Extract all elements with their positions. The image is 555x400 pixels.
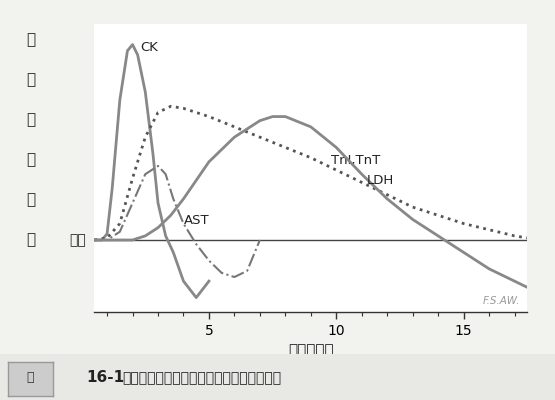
Text: 濃: 濃 — [26, 192, 35, 208]
Text: CK: CK — [140, 41, 158, 54]
Text: AST: AST — [184, 214, 209, 226]
Text: 酵: 酵 — [26, 112, 35, 128]
Text: 清: 清 — [26, 72, 35, 88]
Text: 度: 度 — [26, 232, 35, 248]
Text: 心肌梗塞受檢者各種心肌酵上升及恢復情形: 心肌梗塞受檢者各種心肌酵上升及恢復情形 — [122, 371, 281, 385]
Text: TnI,TnT: TnI,TnT — [331, 154, 380, 167]
Text: 素: 素 — [26, 152, 35, 168]
Text: 正常: 正常 — [69, 233, 85, 247]
Text: 圖: 圖 — [27, 371, 34, 384]
Text: F.S.AW.: F.S.AW. — [482, 296, 519, 306]
Text: LDH: LDH — [367, 174, 394, 188]
X-axis label: 棒塞後天數: 棒塞後天數 — [288, 343, 334, 358]
Text: 16-1: 16-1 — [86, 370, 124, 386]
Text: 血: 血 — [26, 32, 35, 48]
